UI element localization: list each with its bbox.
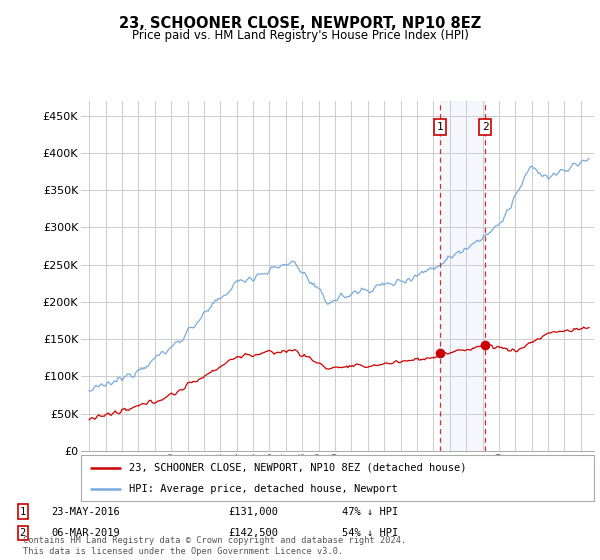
Text: 2: 2 xyxy=(482,122,489,132)
Bar xyxy=(440,101,485,451)
Text: 2: 2 xyxy=(20,528,26,538)
Text: 23-MAY-2016: 23-MAY-2016 xyxy=(51,506,120,516)
Text: 06-MAR-2019: 06-MAR-2019 xyxy=(51,528,120,538)
Text: £142,500: £142,500 xyxy=(228,528,278,538)
Text: 1: 1 xyxy=(20,506,26,516)
Text: Contains HM Land Registry data © Crown copyright and database right 2024.
This d: Contains HM Land Registry data © Crown c… xyxy=(23,536,406,556)
Text: HPI: Average price, detached house, Newport: HPI: Average price, detached house, Newp… xyxy=(129,484,397,494)
Text: 23, SCHOONER CLOSE, NEWPORT, NP10 8EZ: 23, SCHOONER CLOSE, NEWPORT, NP10 8EZ xyxy=(119,16,481,31)
Text: £131,000: £131,000 xyxy=(228,506,278,516)
Text: Price paid vs. HM Land Registry's House Price Index (HPI): Price paid vs. HM Land Registry's House … xyxy=(131,29,469,42)
Text: 47% ↓ HPI: 47% ↓ HPI xyxy=(342,506,398,516)
Text: 23, SCHOONER CLOSE, NEWPORT, NP10 8EZ (detached house): 23, SCHOONER CLOSE, NEWPORT, NP10 8EZ (d… xyxy=(129,463,466,473)
Text: 54% ↓ HPI: 54% ↓ HPI xyxy=(342,528,398,538)
Text: 1: 1 xyxy=(436,122,443,132)
